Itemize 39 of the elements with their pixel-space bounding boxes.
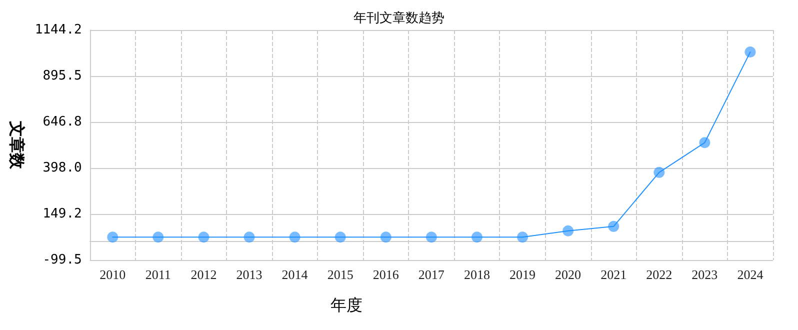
x-tick-label: 2019: [510, 267, 536, 282]
point: [517, 232, 528, 243]
point: [471, 232, 482, 243]
point: [380, 232, 392, 243]
x-tick-label: 2024: [737, 267, 764, 282]
x-axis-title: 年度: [330, 296, 362, 314]
x-tick-label: 2012: [190, 267, 217, 282]
point: [152, 232, 164, 243]
point: [654, 166, 665, 178]
x-tick-label: 2023: [692, 267, 718, 282]
point: [289, 232, 300, 243]
x-tick-label: 2013: [236, 267, 262, 282]
chart-title: 年刊文章数趋势: [354, 10, 444, 25]
point: [699, 137, 710, 148]
y-axis-title: 文章数: [8, 120, 26, 170]
point: [562, 225, 574, 236]
x-tick-label: 2021: [600, 267, 627, 282]
point: [244, 232, 255, 243]
x-tick-label: 2017: [418, 267, 445, 282]
x-tick-label: 2022: [646, 267, 672, 282]
y-tick-label: 1144.2: [34, 22, 82, 38]
x-tick-label: 2020: [555, 267, 582, 282]
y-tick-label: 149.2: [42, 206, 82, 222]
y-tick-label: 398.0: [42, 160, 82, 176]
x-tick-label: 2010: [100, 267, 126, 282]
point: [334, 232, 346, 243]
x-tick-label: 2018: [464, 267, 490, 282]
point: [744, 46, 756, 58]
x-tick-label: 2011: [145, 267, 171, 282]
point: [608, 220, 620, 232]
x-tick-label: 2016: [372, 267, 400, 282]
y-tick-label: -99.5: [42, 252, 82, 268]
point: [426, 232, 437, 243]
point: [198, 232, 210, 243]
y-tick-label: 646.8: [42, 114, 82, 130]
x-tick-label: 2015: [327, 267, 354, 282]
y-tick-label: 895.5: [42, 68, 82, 84]
point: [107, 232, 118, 243]
x-tick-label: 2014: [282, 267, 308, 282]
